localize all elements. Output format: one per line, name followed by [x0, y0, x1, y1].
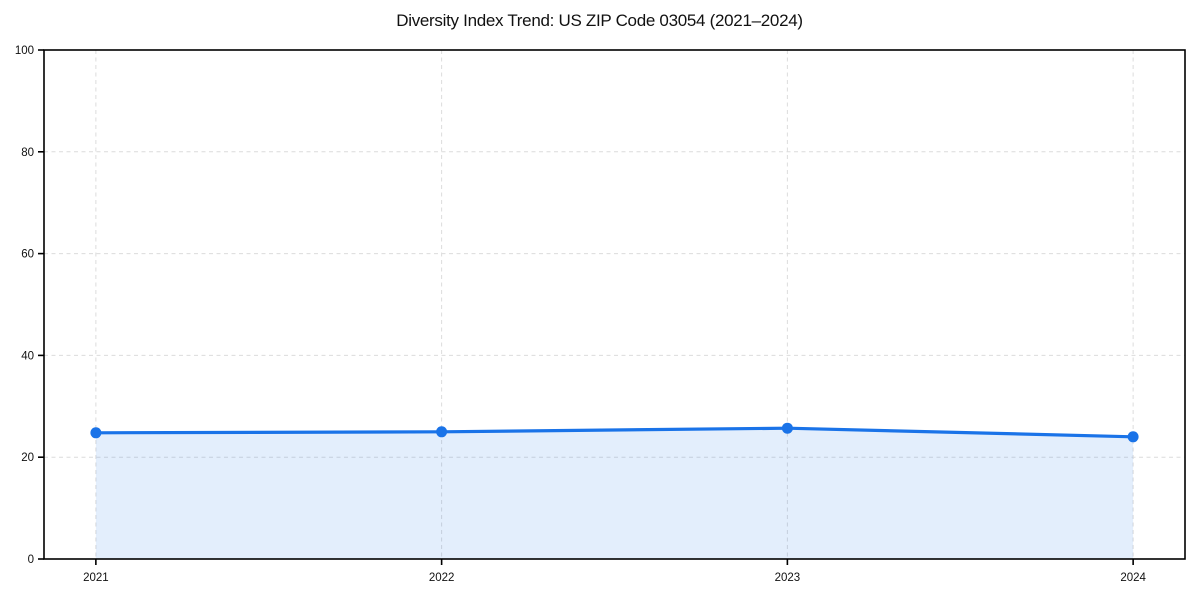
y-tick-label: 40 — [21, 350, 34, 362]
chart-title: Diversity Index Trend: US ZIP Code 03054… — [396, 11, 803, 30]
trend-line — [94, 426, 1135, 439]
plot-border — [43, 49, 1186, 560]
data-point-marker — [436, 426, 448, 438]
x-tick-label: 2021 — [83, 572, 109, 584]
data-point-marker — [781, 422, 793, 434]
data-point-marker — [1127, 431, 1139, 443]
area-fill — [95, 428, 1134, 559]
y-tick-label: 60 — [21, 249, 34, 261]
y-tick-label: 100 — [15, 45, 34, 57]
data-point-marker — [90, 427, 102, 439]
x-tick-label: 2022 — [429, 572, 455, 584]
y-tick-label: 20 — [21, 452, 34, 464]
x-tick-label: 2024 — [1120, 572, 1146, 584]
x-tick-label: 2023 — [775, 572, 801, 584]
y-tick-label: 0 — [28, 554, 34, 566]
y-tick-label: 80 — [21, 147, 34, 159]
